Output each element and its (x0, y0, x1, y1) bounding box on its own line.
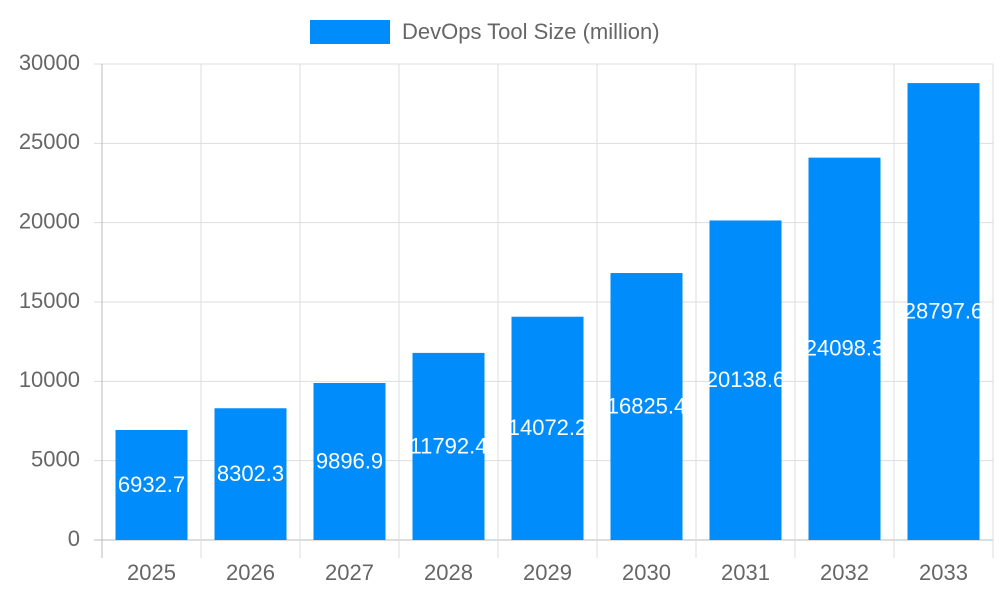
bar (511, 316, 584, 540)
bar (412, 352, 485, 540)
y-tick-label: 0 (68, 526, 80, 551)
x-tick-label: 2032 (820, 560, 869, 585)
x-tick-label: 2026 (226, 560, 275, 585)
y-tick-label: 20000 (19, 208, 80, 233)
y-tick-label: 15000 (19, 288, 80, 313)
y-tick-label: 30000 (19, 50, 80, 75)
legend-swatch[interactable] (310, 20, 390, 44)
bar (313, 382, 386, 540)
value-label: 8302.3 (217, 461, 284, 486)
x-tick-label: 2030 (622, 560, 671, 585)
y-tick-label: 5000 (31, 446, 80, 471)
value-label: 20138.6 (706, 367, 786, 392)
x-tick-label: 2028 (424, 560, 473, 585)
value-label: 16825.4 (607, 393, 687, 418)
value-label: 11792.4 (410, 433, 488, 458)
value-label: 24098.3 (805, 336, 885, 361)
x-tick-label: 2027 (325, 560, 374, 585)
bar (115, 430, 188, 540)
value-label: 14072.2 (508, 415, 588, 440)
bar (214, 408, 287, 540)
y-tick-label: 10000 (19, 367, 80, 392)
value-label: 9896.9 (316, 448, 383, 473)
value-label: 6932.7 (118, 472, 185, 497)
legend-label[interactable]: DevOps Tool Size (million) (402, 19, 660, 44)
x-tick-label: 2033 (919, 560, 968, 585)
y-tick-label: 25000 (19, 129, 80, 154)
bar (709, 220, 782, 541)
bar (907, 83, 980, 541)
x-tick-label: 2025 (127, 560, 176, 585)
value-label: 28797.6 (904, 298, 984, 323)
bar (808, 157, 881, 540)
x-tick-label: 2029 (523, 560, 572, 585)
x-tick-label: 2031 (721, 560, 770, 585)
bar (610, 273, 683, 540)
